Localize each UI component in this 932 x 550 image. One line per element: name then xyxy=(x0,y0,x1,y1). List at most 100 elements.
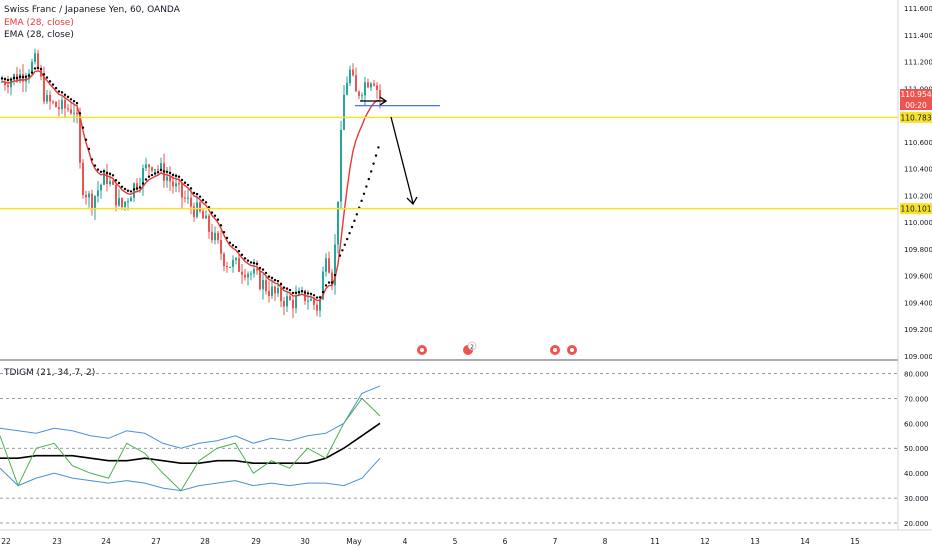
price-tick-label: 109.400 xyxy=(904,299,932,307)
candle-body xyxy=(217,232,219,241)
ema-dot xyxy=(306,292,310,295)
time-tick-label: 22 xyxy=(1,537,11,546)
ema-dot xyxy=(138,186,142,189)
ema-dot xyxy=(297,290,301,294)
event-marker-icon[interactable] xyxy=(550,345,560,355)
event-marker-icon[interactable]: 2 xyxy=(463,341,477,355)
ema-dot xyxy=(228,241,232,244)
event-marker-icon[interactable] xyxy=(417,345,427,355)
candle-body xyxy=(319,299,321,311)
level-lower-text: 110.101 xyxy=(900,205,931,214)
ema-dot xyxy=(300,290,304,293)
time-axis[interactable]: 22 23 24 27 28 29 30 May 4 5 6 7 8 11 12 13 14 15 xyxy=(1,537,860,546)
arrow-right-icon[interactable] xyxy=(360,96,388,106)
ema-dot xyxy=(285,287,289,290)
indicator-axis[interactable]: 80.000 70.000 60.000 50.000 40.000 30.000 20.0… xyxy=(904,370,929,528)
time-tick-label: 8 xyxy=(603,537,608,546)
ema-dot xyxy=(291,291,295,295)
candle-body xyxy=(127,201,129,203)
candle-body xyxy=(112,181,114,185)
ema-dot xyxy=(312,294,316,297)
candle-body xyxy=(229,266,231,268)
candle-body xyxy=(196,202,198,217)
candle-body xyxy=(226,266,228,268)
ema-dot xyxy=(350,225,354,229)
current-price-text: 110.954 xyxy=(900,90,931,99)
ema-dot xyxy=(330,281,334,284)
candle-body xyxy=(337,201,339,245)
ema-dot xyxy=(144,178,148,181)
price-axis[interactable]: 111.600111.400111.200111.000110.800110.6… xyxy=(904,5,932,361)
candle-body xyxy=(313,298,315,305)
candle-body xyxy=(106,171,108,185)
candle-body xyxy=(178,183,180,185)
ema-dot xyxy=(96,168,100,171)
ema-dot xyxy=(273,278,277,282)
ema-dot xyxy=(279,282,283,286)
candle-body xyxy=(97,190,99,197)
candle-body xyxy=(43,76,45,102)
time-tick-label: 24 xyxy=(101,537,111,546)
ema1-label: EMA (28, close) xyxy=(4,18,74,28)
candle-body xyxy=(364,82,366,96)
ema-dot xyxy=(21,75,25,79)
ema-dot xyxy=(315,296,319,299)
candle-body xyxy=(322,271,324,300)
candle-body xyxy=(199,202,201,212)
ema-dot xyxy=(165,170,169,173)
candle-body xyxy=(286,296,288,307)
indicator-label: TDIGM (21, 34, 7, 2) xyxy=(4,368,96,378)
price-tick-label: 109.600 xyxy=(904,273,932,281)
candle-body xyxy=(232,260,234,267)
candle-body xyxy=(76,112,78,115)
ema-dot xyxy=(258,266,262,270)
candle-body xyxy=(175,183,177,187)
ema-dot xyxy=(216,218,220,221)
candle-body xyxy=(10,79,12,88)
price-tick-label: 110.600 xyxy=(904,139,932,147)
price-tick-label: 111.400 xyxy=(904,32,932,40)
indicator-tick-label: 70.000 xyxy=(904,395,929,403)
price-tick-label: 111.200 xyxy=(904,59,932,67)
ema-dot xyxy=(180,178,184,182)
ema-dot xyxy=(264,271,268,275)
candle-body xyxy=(355,75,357,92)
ema-dot xyxy=(372,162,375,165)
ema-dot xyxy=(9,78,13,81)
symbol-title: Swiss Franc / Japanese Yen, 60, OANDA xyxy=(4,5,180,15)
candle-body xyxy=(307,300,309,302)
candle-body xyxy=(253,268,255,274)
ema-dot xyxy=(282,286,286,289)
time-tick-label: 4 xyxy=(403,537,408,546)
price-tick-label: 110.400 xyxy=(904,166,932,174)
ema-dot xyxy=(177,175,181,178)
ema-red-polyline xyxy=(1,70,381,302)
indicator-tick-label: 60.000 xyxy=(904,420,929,428)
candle-body xyxy=(91,193,93,210)
candle-body xyxy=(208,215,210,232)
ema-dot xyxy=(90,158,94,161)
arrow-down-icon[interactable] xyxy=(390,116,418,206)
event-marker-icon[interactable] xyxy=(567,345,577,355)
ema-dot xyxy=(132,188,136,191)
ema-dot xyxy=(195,192,199,196)
candle-body xyxy=(157,169,159,171)
ema-dot xyxy=(204,201,208,204)
ema-dot xyxy=(324,284,328,287)
ema-dot xyxy=(33,67,37,70)
candle-body xyxy=(274,286,276,294)
ema-dot xyxy=(114,179,118,182)
ema-dot xyxy=(365,185,368,188)
indicator-lines xyxy=(0,385,381,492)
candle-body xyxy=(115,184,117,206)
ema-dot xyxy=(303,291,307,294)
ema-dot xyxy=(159,168,163,172)
ema-dot xyxy=(183,181,187,184)
ema-dot xyxy=(24,75,28,78)
ema-dot xyxy=(147,175,151,178)
candle-body xyxy=(148,164,150,168)
candle-body xyxy=(70,109,72,114)
candle-body xyxy=(370,83,372,88)
ema-dot xyxy=(353,219,356,223)
